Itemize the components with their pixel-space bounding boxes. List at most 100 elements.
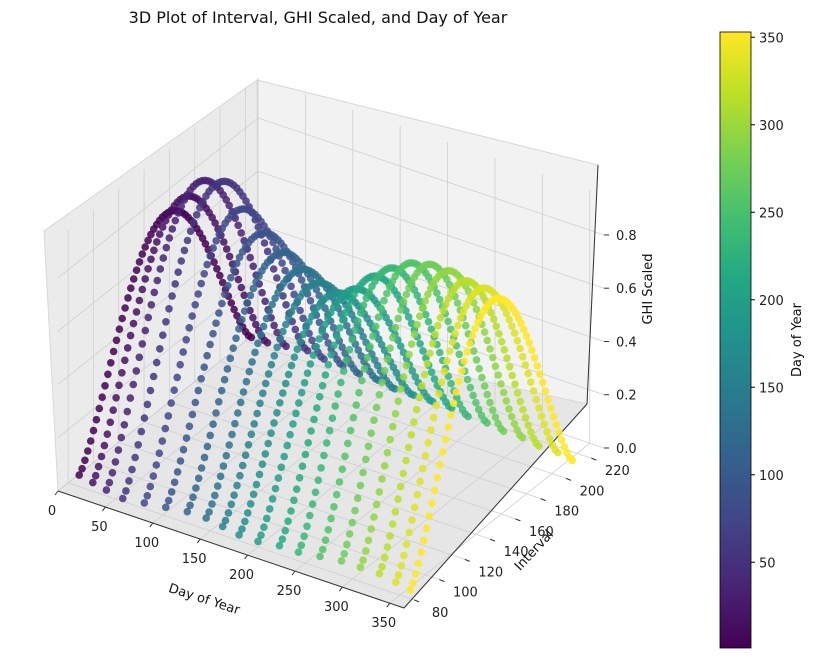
data-point [232,334,240,343]
data-point [158,437,167,445]
data-point [375,569,384,578]
data-point [359,332,368,341]
data-point [276,399,284,407]
data-point [334,390,342,398]
data-point [383,448,392,457]
data-point [262,314,271,323]
data-point [362,294,371,303]
data-point [226,354,235,363]
data-point [469,391,477,400]
data-point [270,419,278,427]
data-point [547,404,555,413]
data-point [457,367,466,375]
data-point [144,313,153,322]
data-point [211,491,219,500]
data-point [259,322,268,331]
x-tick-mark [149,522,154,528]
data-point [375,488,384,496]
data-point [400,551,408,560]
data-point [224,281,232,290]
data-point [197,375,205,383]
data-point [408,516,416,524]
data-point [360,365,369,373]
data-point [536,370,544,379]
data-point [417,548,425,557]
data-point [362,455,370,464]
y-gridline [219,361,567,479]
data-point [275,541,284,550]
data-point [152,461,161,469]
x-tick-label: 0 [48,504,56,519]
data-point [367,429,376,438]
data-point [415,393,424,402]
data-point [220,375,229,384]
colorbar-tick-label: 300 [759,119,784,134]
data-point [218,522,227,531]
data-point [375,335,383,343]
data-point [527,378,535,387]
data-point [153,238,161,246]
data-point [320,451,328,460]
data-point [134,441,142,449]
data-point [353,494,362,503]
x-tick-labels: 0 50 100 150 200 250 300 350 [48,490,396,631]
data-point [95,404,104,413]
data-point [224,509,233,517]
colorbar-tick-label: 350 [759,31,784,46]
data-point [521,413,530,422]
x-axis-label: Day of Year [167,581,243,618]
data-point [238,315,246,324]
data-point [261,297,269,306]
data-point [217,386,226,395]
data-point [399,469,408,478]
data-point [540,420,549,429]
data-point [480,328,489,336]
colorbar-tick-label: 100 [759,469,784,484]
data-point [143,400,152,409]
data-point [117,433,126,442]
data-point [530,354,539,362]
data-point [408,367,417,375]
data-point [212,237,220,245]
data-point [282,342,290,351]
data-point [227,299,236,307]
data-point [227,500,236,509]
data-point [362,547,370,555]
data-point [118,369,126,377]
data-point [222,451,231,460]
y-tick-mark [464,558,470,562]
data-point [294,548,303,556]
data-point [521,361,530,369]
data-point [123,407,132,416]
data-point [191,301,199,309]
data-point [435,389,443,398]
x-tick-label: 250 [277,584,302,599]
data-point [156,345,164,353]
x-tick-mark [196,538,201,544]
data-point [557,436,566,444]
data-point [277,463,286,472]
data-point [537,412,546,421]
data-point [443,357,451,365]
data-point [397,562,406,570]
data-point [270,321,278,330]
data-point [101,382,109,390]
data-point [292,409,300,418]
data-point [237,229,245,237]
data-point [156,265,165,273]
data-point [329,324,338,332]
data-point [333,332,341,341]
data-point [174,209,183,217]
data-point [310,415,318,424]
data-point [260,523,268,531]
data-point [287,507,295,515]
y-tick-mark [591,457,597,461]
data-point [242,197,250,205]
data-point [196,204,204,212]
data-point [144,265,152,273]
data-point [209,420,217,429]
data-point [126,331,135,340]
data-point [284,370,293,379]
data-point [208,500,216,508]
